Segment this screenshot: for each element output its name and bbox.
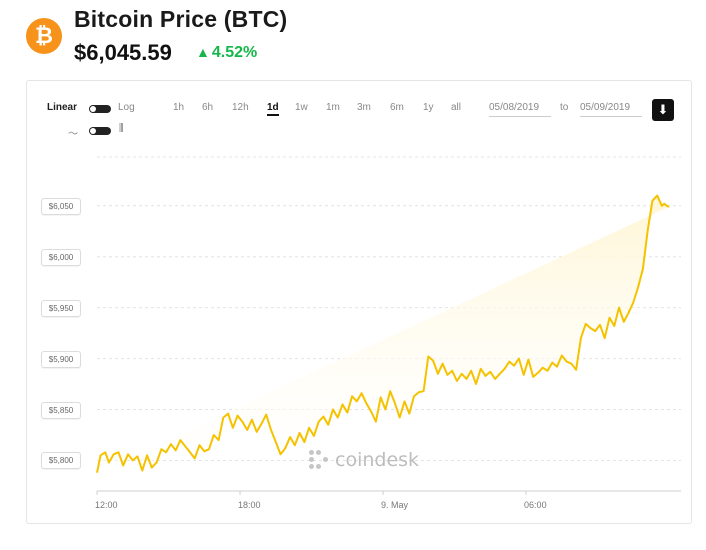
scale-log-label[interactable]: Log: [118, 102, 135, 113]
x-tick-label: 9. May: [381, 500, 409, 510]
coindesk-watermark: coindesk: [309, 448, 419, 472]
price-chart: [96, 156, 681, 495]
watermark-text: coindesk: [335, 449, 420, 471]
toggle-knob: [90, 128, 96, 134]
range-button-1d[interactable]: 1d: [267, 102, 279, 116]
price-change: ▲ 4.52%: [196, 44, 257, 62]
toggle-knob: [90, 106, 96, 112]
date-to-label: to: [560, 102, 569, 113]
range-button-3m[interactable]: 3m: [357, 102, 371, 113]
y-tick-label: $5,800: [41, 452, 81, 470]
y-tick-label: $6,000: [41, 248, 81, 266]
price-line: [96, 194, 670, 473]
line-chart-icon[interactable]: 〜: [68, 129, 78, 140]
range-button-all[interactable]: all: [451, 102, 462, 113]
bitcoin-logo-icon: ₿: [26, 18, 62, 54]
download-arrow-icon: ⬇: [657, 102, 669, 117]
scale-toggle[interactable]: [89, 105, 111, 113]
y-tick-label: $5,850: [41, 401, 81, 419]
range-button-1w[interactable]: 1w: [295, 102, 308, 113]
download-button[interactable]: ⬇: [652, 99, 674, 121]
range-button-6m[interactable]: 6m: [390, 102, 404, 113]
range-button-1h[interactable]: 1h: [173, 102, 185, 113]
coindesk-logo-icon: [309, 450, 329, 470]
range-button-1m[interactable]: 1m: [326, 102, 340, 113]
x-tick-label: 18:00: [238, 500, 261, 510]
price-change-value: 4.52%: [211, 44, 258, 61]
page-title: Bitcoin Price (BTC): [74, 6, 288, 32]
chart-controls: Linear Log 〜 ⫼ 1h 6h 12h 1d 1w 1m 3m 6m …: [47, 95, 687, 145]
coin-header: ₿ Bitcoin Price (BTC) $6,045.59 ▲ 4.52%: [26, 6, 686, 72]
x-tick-label: 06:00: [524, 500, 547, 510]
range-button-1y[interactable]: 1y: [423, 102, 434, 113]
x-tick-label: 12:00: [95, 500, 118, 510]
range-button-12h[interactable]: 12h: [232, 102, 249, 113]
price-area: [97, 195, 670, 473]
candlestick-icon[interactable]: ⫼: [119, 123, 124, 134]
scale-linear-label[interactable]: Linear: [47, 102, 78, 113]
chart-card: Linear Log 〜 ⫼ 1h 6h 12h 1d 1w 1m 3m 6m …: [26, 80, 692, 524]
range-button-6h[interactable]: 6h: [202, 102, 214, 113]
current-price: $6,045.59: [74, 40, 172, 65]
triangle-up-icon: ▲: [196, 44, 210, 60]
y-tick-label: $6,050: [41, 197, 81, 215]
date-from-input[interactable]: [489, 99, 551, 117]
chart-type-toggle[interactable]: [89, 127, 111, 135]
y-tick-label: $5,950: [41, 299, 81, 317]
date-to-input[interactable]: [580, 99, 642, 117]
y-tick-label: $5,900: [41, 350, 81, 368]
